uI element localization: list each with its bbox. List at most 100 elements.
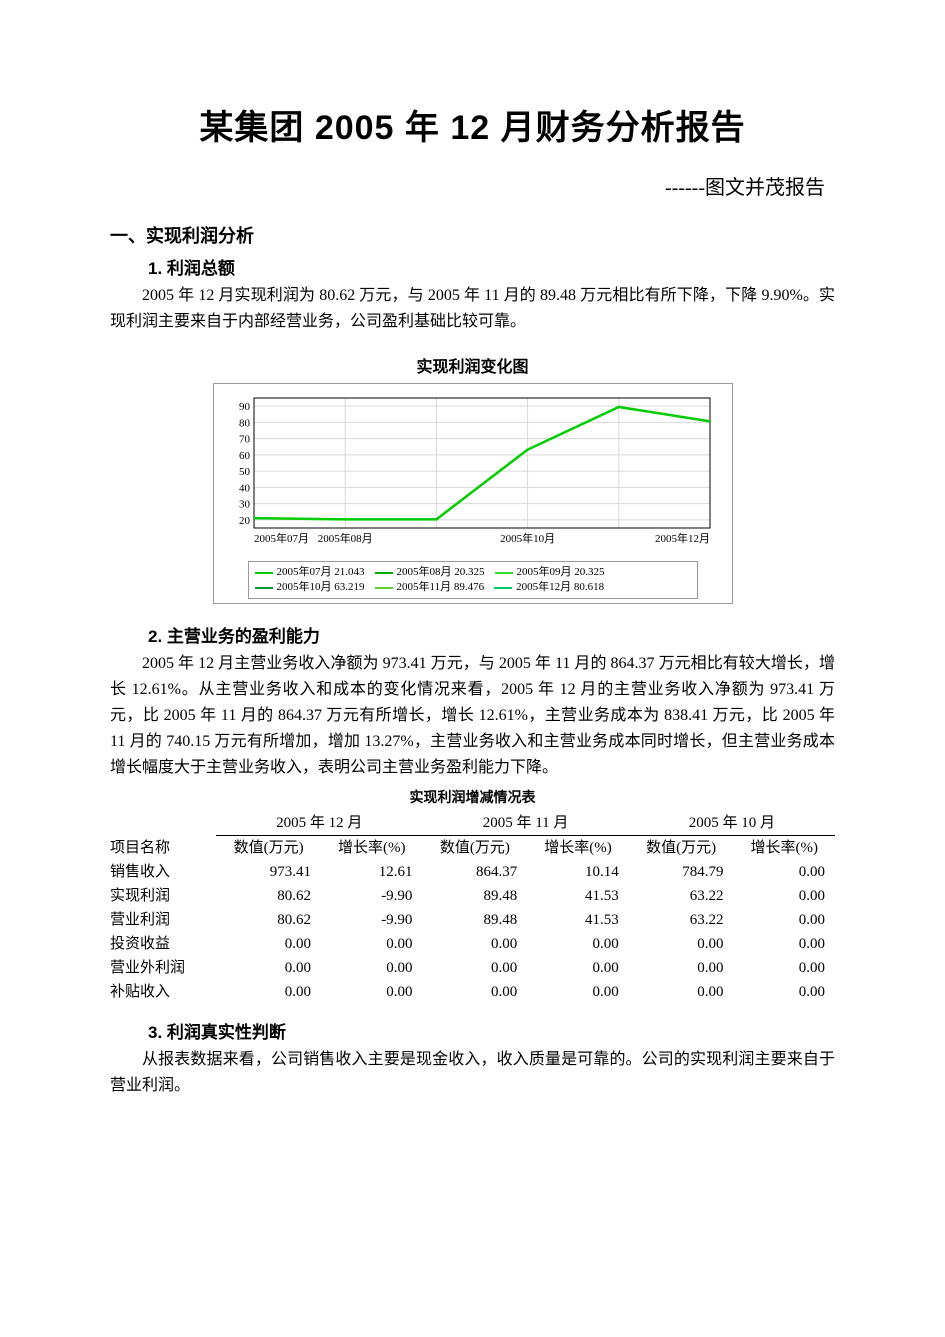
row-name: 实现利润 (110, 884, 216, 908)
table-cell: 0.00 (527, 956, 628, 980)
table-row: 补贴收入0.000.000.000.000.000.00 (110, 980, 835, 1004)
svg-text:2005年10月: 2005年10月 (500, 531, 555, 545)
table-cell: 0.00 (734, 956, 835, 980)
row-name: 补贴收入 (110, 980, 216, 1004)
table-cell: 0.00 (527, 980, 628, 1004)
row-name: 投资收益 (110, 932, 216, 956)
table-cell: 973.41 (216, 860, 321, 884)
table-row: 实现利润80.62-9.9089.4841.5363.220.00 (110, 884, 835, 908)
svg-text:2005年08月: 2005年08月 (317, 531, 372, 545)
table-cell: 0.00 (734, 932, 835, 956)
table-cell: 0.00 (734, 908, 835, 932)
chart-title: 实现利润变化图 (213, 353, 733, 377)
legend-swatch (255, 587, 273, 589)
legend-label: 2005年12月 80.618 (516, 580, 604, 595)
table-column-header: 增长率(%) (527, 836, 628, 861)
chart-svg: 20304050607080902005年07月2005年08月2005年10月… (218, 392, 718, 552)
table-title: 实现利润增减情况表 (110, 787, 835, 807)
table-row: 投资收益0.000.000.000.000.000.00 (110, 932, 835, 956)
svg-text:20: 20 (239, 515, 251, 527)
table-cell: 80.62 (216, 908, 321, 932)
table-cell: 0.00 (629, 980, 734, 1004)
legend-item: 2005年11月 89.476 (375, 580, 485, 595)
table-cell: 0.00 (216, 956, 321, 980)
chart-legend: 2005年07月 21.043 2005年08月 20.325 2005年09月 2… (248, 561, 698, 599)
table-cell: 63.22 (629, 908, 734, 932)
table-cell: 0.00 (216, 980, 321, 1004)
legend-label: 2005年11月 89.476 (397, 580, 485, 595)
legend-label: 2005年10月 63.219 (277, 580, 365, 595)
table-cell: 0.00 (422, 956, 527, 980)
svg-text:90: 90 (239, 401, 251, 413)
legend-label: 2005年09月 20.325 (517, 565, 605, 580)
legend-swatch (494, 587, 512, 589)
svg-text:40: 40 (239, 482, 251, 494)
table-column-header: 数值(万元) (216, 836, 321, 861)
legend-label: 2005年08月 20.325 (397, 565, 485, 580)
table-cell: 0.00 (321, 956, 422, 980)
table-cell: 0.00 (321, 980, 422, 1004)
row-name: 销售收入 (110, 860, 216, 884)
legend-item: 2005年08月 20.325 (375, 565, 485, 580)
row-name: 营业外利润 (110, 956, 216, 980)
table-column-header: 数值(万元) (422, 836, 527, 861)
table-cell: 89.48 (422, 908, 527, 932)
table-cell: 0.00 (629, 956, 734, 980)
table-cell: 0.00 (422, 932, 527, 956)
legend-item: 2005年07月 21.043 (255, 565, 365, 580)
table-cell: 0.00 (216, 932, 321, 956)
table-group-header: 2005 年 10 月 (629, 811, 835, 836)
table-cell: -9.90 (321, 908, 422, 932)
legend-item: 2005年12月 80.618 (494, 580, 604, 595)
svg-text:80: 80 (239, 417, 251, 429)
table-cell: 0.00 (422, 980, 527, 1004)
profit-table: 2005 年 12 月2005 年 11 月2005 年 10 月项目名称数值(… (110, 811, 835, 1004)
table-cell: 0.00 (321, 932, 422, 956)
table-cell: -9.90 (321, 884, 422, 908)
item-3-heading: 3. 利润真实性判断 (148, 1018, 835, 1043)
legend-label: 2005年07月 21.043 (277, 565, 365, 580)
legend-swatch (375, 572, 393, 574)
table-cell: 63.22 (629, 884, 734, 908)
table-cell: 0.00 (734, 860, 835, 884)
table-column-header: 增长率(%) (321, 836, 422, 861)
table-cell: 0.00 (734, 884, 835, 908)
row-name: 营业利润 (110, 908, 216, 932)
table-cell: 0.00 (734, 980, 835, 1004)
table-cell: 0.00 (629, 932, 734, 956)
table-cell: 0.00 (527, 932, 628, 956)
legend-swatch (255, 572, 273, 574)
table-cell: 10.14 (527, 860, 628, 884)
table-cell: 784.79 (629, 860, 734, 884)
table-cell: 41.53 (527, 884, 628, 908)
item-1-text: 2005 年 12 月实现利润为 80.62 万元，与 2005 年 11 月的… (110, 283, 835, 335)
item-2-text: 2005 年 12 月主营业务收入净额为 973.41 万元，与 2005 年 … (110, 651, 835, 781)
svg-text:70: 70 (239, 434, 251, 446)
table-group-header: 2005 年 12 月 (216, 811, 422, 836)
table-cell: 80.62 (216, 884, 321, 908)
page-subtitle: ------图文并茂报告 (110, 171, 835, 200)
item-2-heading: 2. 主营业务的盈利能力 (148, 622, 835, 647)
table-column-header: 数值(万元) (629, 836, 734, 861)
table-group-header: 2005 年 11 月 (422, 811, 628, 836)
table-row: 营业外利润0.000.000.000.000.000.00 (110, 956, 835, 980)
legend-item: 2005年10月 63.219 (255, 580, 365, 595)
legend-swatch (375, 587, 393, 589)
table-column-header: 项目名称 (110, 836, 216, 861)
svg-text:50: 50 (239, 466, 251, 478)
table-cell: 89.48 (422, 884, 527, 908)
table-cell: 12.61 (321, 860, 422, 884)
section-1-heading: 一、实现利润分析 (110, 222, 835, 248)
page: 某集团 2005 年 12 月财务分析报告 ------图文并茂报告 一、实现利… (0, 0, 945, 1337)
profit-chart: 实现利润变化图 20304050607080902005年07月2005年08月… (213, 353, 733, 604)
item-1-heading: 1. 利润总额 (148, 254, 835, 279)
table-cell: 864.37 (422, 860, 527, 884)
table-row: 营业利润80.62-9.9089.4841.5363.220.00 (110, 908, 835, 932)
svg-text:2005年12月: 2005年12月 (655, 531, 710, 545)
svg-text:2005年07月: 2005年07月 (254, 531, 309, 545)
legend-item: 2005年09月 20.325 (495, 565, 605, 580)
table-column-header: 增长率(%) (734, 836, 835, 861)
page-title: 某集团 2005 年 12 月财务分析报告 (110, 100, 835, 149)
table-cell: 41.53 (527, 908, 628, 932)
svg-text:60: 60 (239, 450, 251, 462)
